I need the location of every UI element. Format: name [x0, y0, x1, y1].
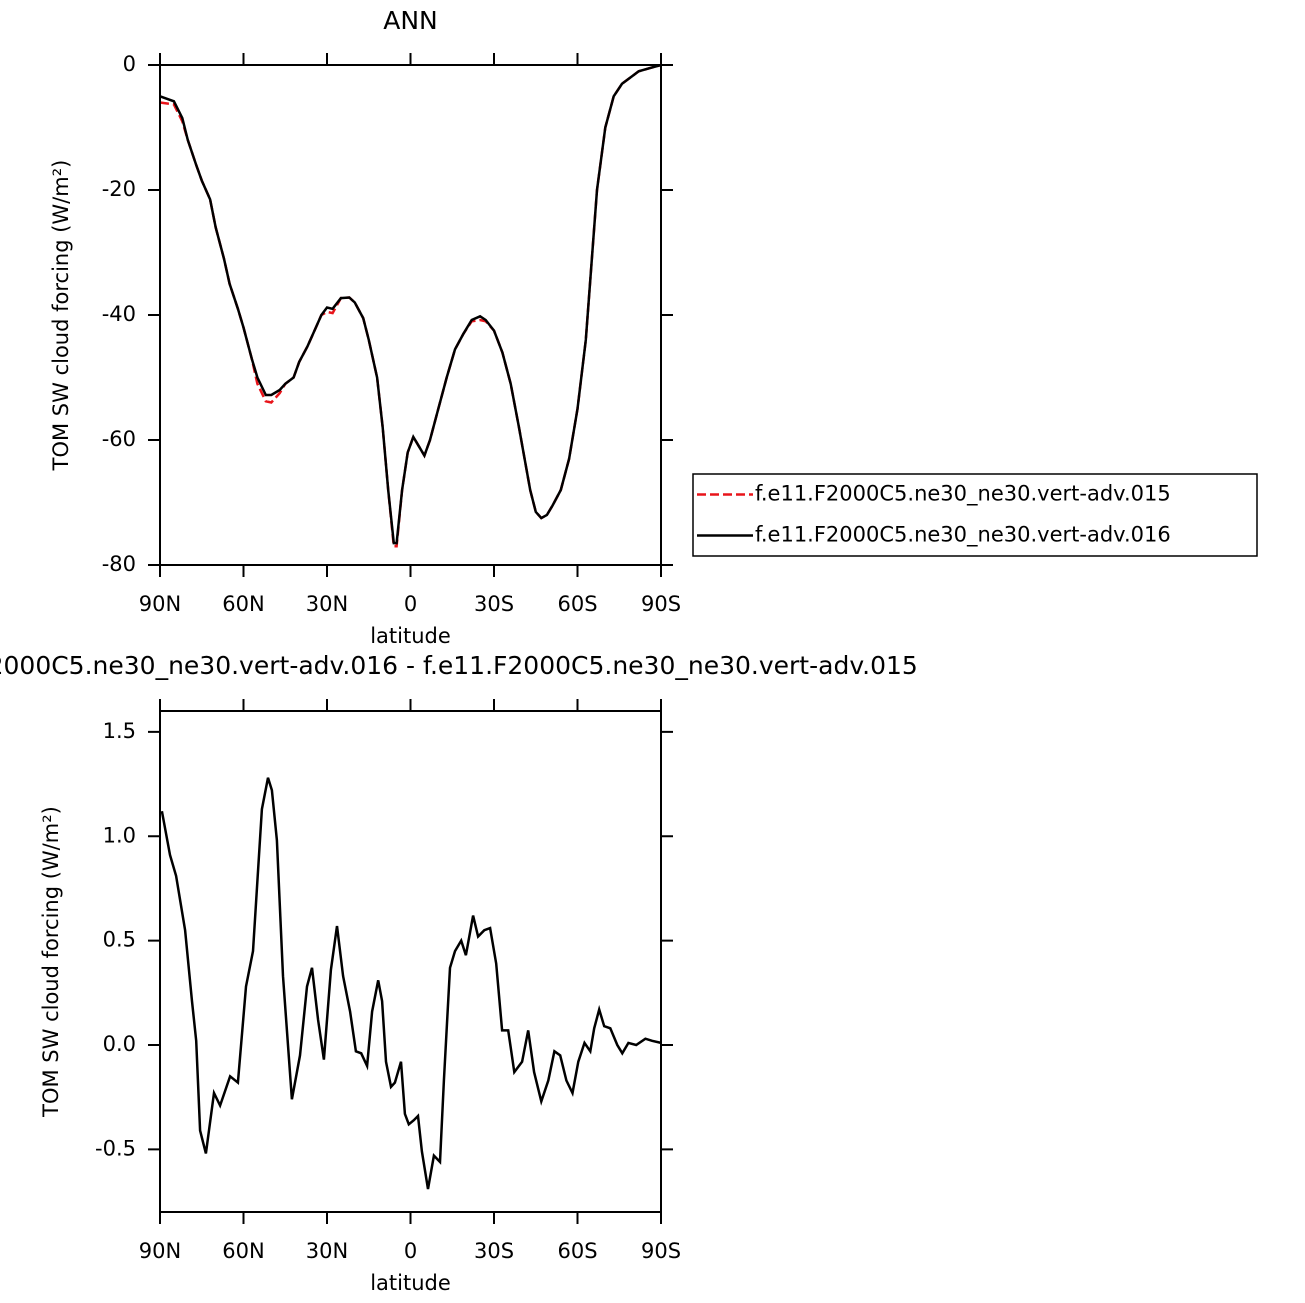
x-axis-label: latitude: [370, 624, 451, 648]
y-tick-label: 1.5: [103, 719, 136, 743]
y-tick-label: -80: [102, 552, 136, 576]
legend-box: [692, 473, 1258, 557]
x-tick-label: 90N: [139, 1239, 181, 1263]
x-tick-label: 30N: [306, 1239, 348, 1263]
x-tick-label: 60N: [222, 1239, 264, 1263]
y-tick-label: 0.0: [103, 1032, 136, 1056]
y-tick-label: -20: [102, 177, 136, 201]
data-line: [159, 63, 662, 545]
y-tick-label: -0.5: [95, 1136, 136, 1160]
x-tick-label: 0: [404, 592, 417, 616]
y-axis-label: TOM SW cloud forcing (W/m²): [39, 806, 63, 1118]
x-tick-label: 30S: [474, 592, 514, 616]
chart-title: f.e11.F2000C5.ne30_ne30.vert-adv.016 - f…: [0, 651, 918, 680]
y-tick-label: 0.5: [103, 928, 136, 952]
x-tick-label: 60S: [557, 1239, 597, 1263]
x-axis-label: latitude: [370, 1271, 451, 1295]
data-line: [160, 777, 662, 1190]
y-tick-label: 0: [123, 52, 136, 76]
x-tick-label: 90N: [139, 592, 181, 616]
legend-label: f.e11.F2000C5.ne30_ne30.vert-adv.016: [755, 523, 1171, 548]
chart-title: ANN: [383, 6, 438, 35]
data-line: [159, 63, 662, 548]
x-tick-label: 60S: [557, 592, 597, 616]
plot-frame: [159, 710, 662, 1213]
y-axis-label: TOM SW cloud forcing (W/m²): [49, 160, 73, 472]
x-tick-label: 90S: [641, 1239, 681, 1263]
y-tick-label: -60: [102, 427, 136, 451]
plot-frame: [159, 64, 662, 566]
x-tick-label: 0: [404, 1239, 417, 1263]
x-tick-label: 30S: [474, 1239, 514, 1263]
legend-label: f.e11.F2000C5.ne30_ne30.vert-adv.015: [755, 482, 1171, 507]
y-tick-label: -40: [102, 302, 136, 326]
x-tick-label: 30N: [306, 592, 348, 616]
x-tick-label: 60N: [222, 592, 264, 616]
y-tick-label: 1.0: [103, 823, 136, 847]
x-tick-label: 90S: [641, 592, 681, 616]
